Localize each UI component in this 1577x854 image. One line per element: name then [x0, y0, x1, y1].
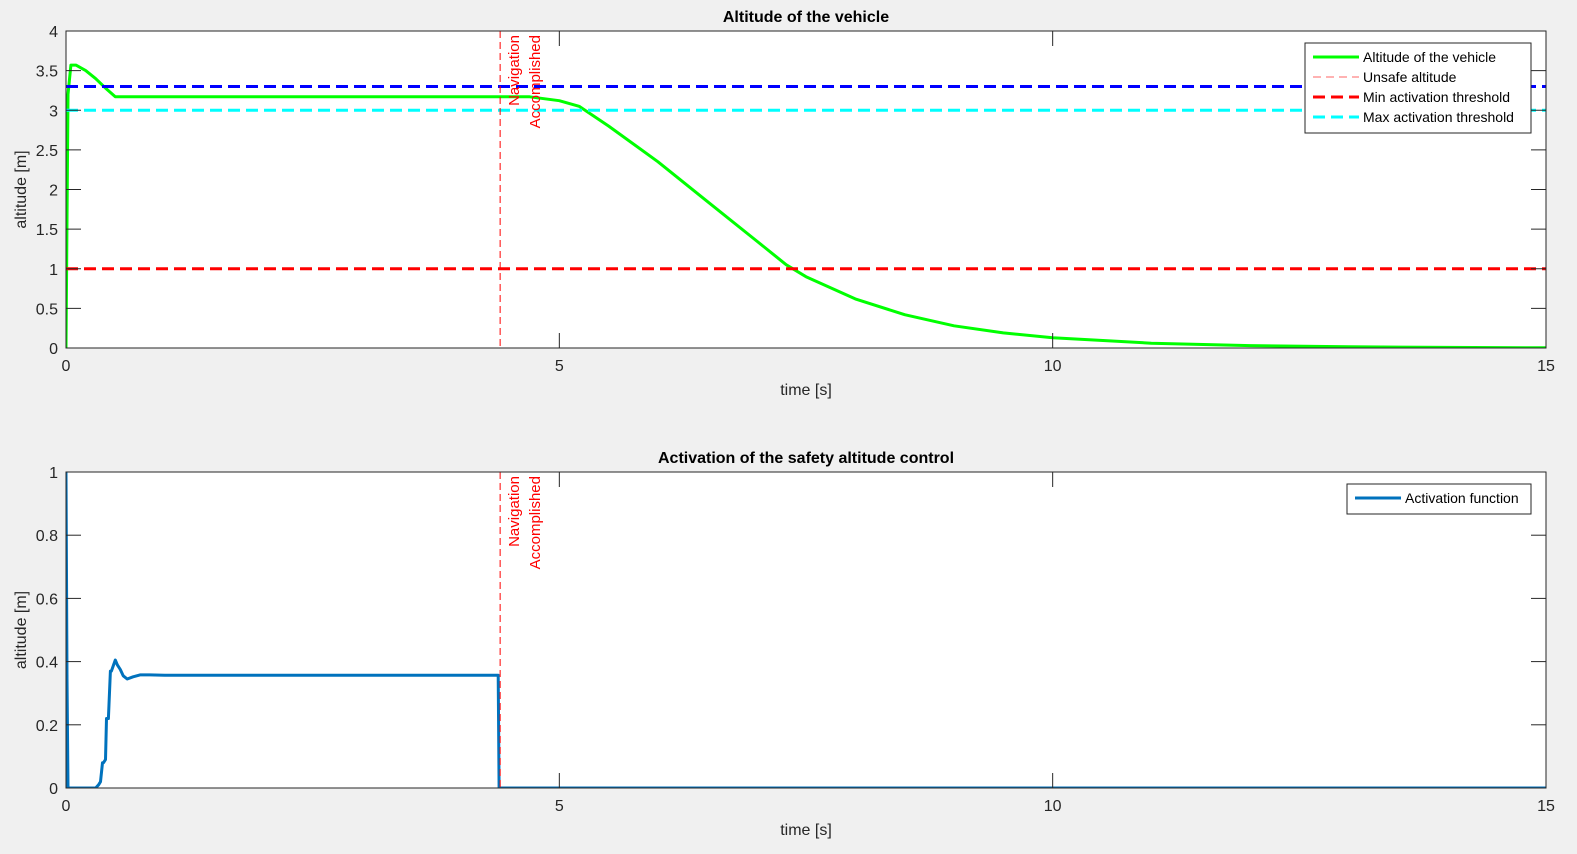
navigation-annotation-line: Accomplished — [527, 476, 544, 569]
y-tick-label: 1 — [49, 262, 58, 279]
x-tick-label: 15 — [1537, 358, 1555, 375]
legend: Activation function — [1346, 483, 1532, 515]
series-line-1 — [66, 472, 1546, 788]
y-axis-label: altitude [m] — [13, 150, 30, 228]
navigation-annotation-line: Navigation — [506, 476, 523, 547]
x-axis-label: time [s] — [780, 822, 832, 839]
series-line-1 — [66, 63, 1546, 348]
y-tick-label: 0.5 — [36, 301, 58, 318]
chart-title: Activation of the safety altitude contro… — [658, 450, 954, 467]
y-tick-label: 3.5 — [36, 64, 58, 81]
y-tick-label: 4 — [49, 24, 58, 41]
legend-entry-label: Activation function — [1405, 490, 1519, 506]
plot-area — [66, 31, 1546, 348]
navigation-annotation-line: Navigation — [506, 35, 523, 106]
plot-area — [66, 472, 1546, 788]
x-tick-label: 10 — [1044, 798, 1062, 815]
x-tick-label: 5 — [555, 798, 564, 815]
chart-title: Altitude of the vehicle — [723, 9, 889, 26]
x-tick-label: 0 — [62, 798, 71, 815]
x-tick-label: 5 — [555, 358, 564, 375]
legend-entry-label: Min activation threshold — [1363, 89, 1510, 105]
y-tick-label: 0 — [49, 781, 58, 798]
y-tick-label: 1 — [49, 465, 58, 482]
y-axis-label: altitude [m] — [13, 591, 30, 669]
legend-entry-label: Altitude of the vehicle — [1363, 49, 1496, 65]
y-tick-label: 0.8 — [36, 528, 58, 545]
legend-entry-label: Unsafe altitude — [1363, 69, 1457, 85]
axes-box — [65, 471, 1547, 789]
axes-2: Navigation Accomplished 0 5 10 15 0 0.2 0.4 0.6 0.… — [13, 450, 1555, 839]
x-tick-label: 10 — [1044, 358, 1062, 375]
axes-1: Navigation Accomplished 0 5 10 15 0 0.5 1 1.5 2 2.5… — [13, 9, 1555, 399]
legend: Altitude of the vehicle Unsafe altitude Mi… — [1304, 42, 1532, 134]
y-tick-label: 0.2 — [36, 718, 58, 735]
y-tick-label: 1.5 — [36, 222, 58, 239]
navigation-annotation-line: Accomplished — [527, 35, 544, 128]
data-layer — [66, 63, 1546, 348]
y-tick-label: 3 — [49, 103, 58, 120]
legend-entry-label: Max activation threshold — [1363, 109, 1514, 125]
y-tick-label: 0 — [49, 341, 58, 358]
y-tick-label: 0.6 — [36, 591, 58, 608]
y-tick-label: 0.4 — [36, 655, 58, 672]
x-axis-label: time [s] — [780, 382, 832, 399]
x-tick-label: 15 — [1537, 798, 1555, 815]
y-tick-label: 2.5 — [36, 143, 58, 160]
data-layer — [66, 472, 1546, 788]
x-tick-label: 0 — [62, 358, 71, 375]
y-tick-label: 2 — [49, 183, 58, 200]
